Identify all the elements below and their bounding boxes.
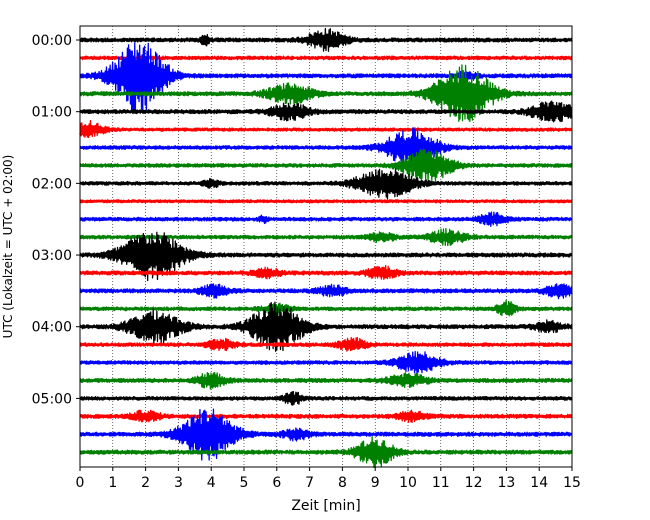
trace-0345: [79, 299, 573, 317]
trace-0100: [79, 100, 573, 123]
trace-0230: [79, 211, 573, 227]
x-tick-label-4: 4: [207, 475, 216, 491]
trace-0215: [79, 199, 573, 204]
trace-0330: [79, 283, 573, 300]
trace-0400: [79, 301, 573, 352]
x-tick-label-2: 2: [141, 475, 150, 491]
trace-0545: [79, 436, 573, 469]
y-tick-label-0200: 02:00: [32, 176, 72, 192]
x-axis-label: Zeit [min]: [291, 498, 360, 514]
trace-0315: [79, 264, 573, 280]
trace-0015: [79, 55, 573, 61]
x-tick-label-7: 7: [305, 475, 314, 491]
trace-0145: [79, 148, 573, 184]
seismic-traces: [79, 27, 573, 469]
x-tick-label-13: 13: [497, 475, 515, 491]
trace-0430: [79, 350, 573, 375]
x-tick-label-10: 10: [399, 475, 417, 491]
y-axis-ticks: 00:00 01:00 02:00 03:00 04:00 05:00: [32, 33, 80, 407]
trace-0500: [79, 390, 573, 406]
y-tick-label-0100: 01:00: [32, 105, 72, 121]
x-tick-label-9: 9: [371, 475, 380, 491]
x-tick-label-3: 3: [174, 475, 183, 491]
x-tick-label-11: 11: [432, 475, 450, 491]
x-axis-ticks: 0 1 2 3 4 5 6 7 8 9 10 11 12 13 14 15: [76, 467, 581, 491]
y-tick-label-0500: 05:00: [32, 391, 72, 407]
trace-0130: [79, 127, 573, 167]
trace-0115: [79, 119, 573, 139]
x-tick-label-5: 5: [240, 475, 249, 491]
trace-0245: [79, 227, 573, 247]
x-tick-label-1: 1: [108, 475, 117, 491]
trace-0530: [79, 408, 573, 461]
trace-0300: [79, 231, 573, 282]
plot-frame: [79, 25, 573, 468]
y-tick-label-0400: 04:00: [32, 320, 72, 336]
x-tick-label-14: 14: [530, 475, 548, 491]
x-tick-label-0: 0: [76, 475, 85, 491]
x-tick-label-6: 6: [272, 475, 281, 491]
y-tick-label-0000: 00:00: [32, 33, 72, 49]
trace-0445: [79, 371, 573, 390]
x-tick-label-8: 8: [338, 475, 347, 491]
x-tick-label-12: 12: [465, 475, 483, 491]
trace-0515: [79, 409, 573, 424]
trace-0415: [79, 336, 573, 352]
y-axis-label: UTC (Lokalzeit = UTC + 02:00): [1, 155, 15, 339]
x-tick-label-15: 15: [563, 475, 581, 491]
trace-0000: [79, 27, 573, 52]
trace-0030: [79, 42, 573, 114]
trace-0200: [79, 168, 573, 200]
trace-0045: [79, 64, 573, 122]
y-tick-label-0300: 03:00: [32, 248, 72, 264]
